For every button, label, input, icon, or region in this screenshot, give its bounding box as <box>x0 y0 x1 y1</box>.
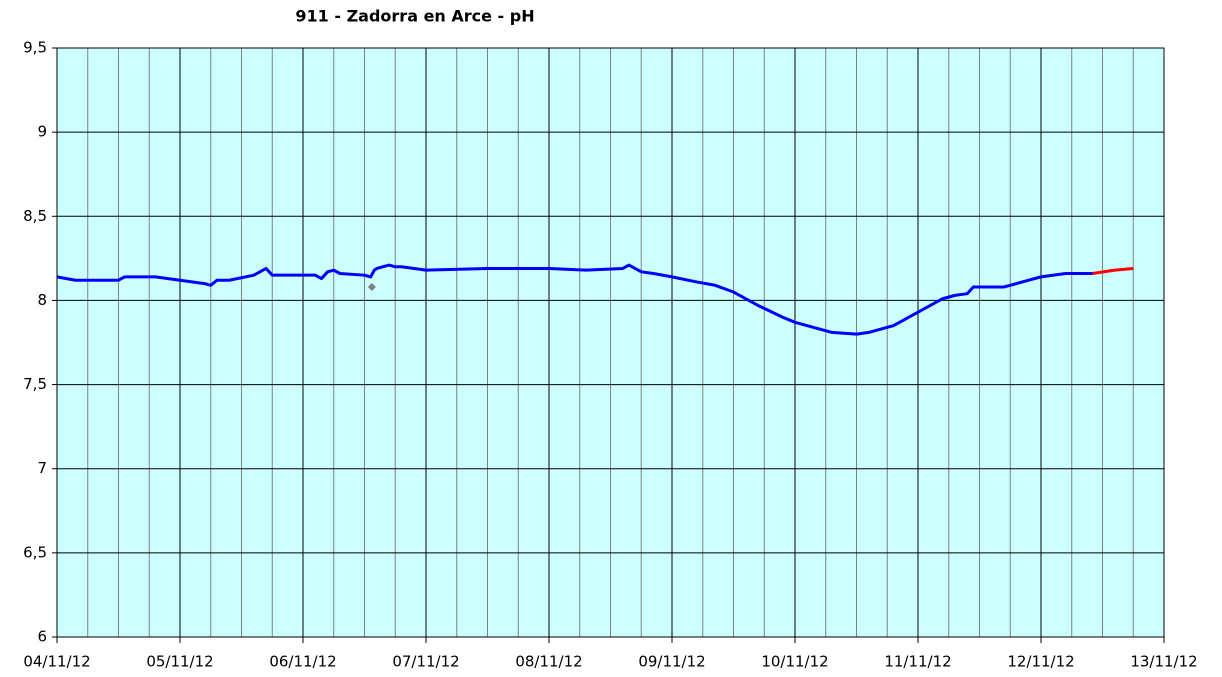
y-tick-label: 9 <box>37 123 47 141</box>
series-line <box>1092 266 1134 275</box>
y-tick-label: 7,5 <box>23 375 47 393</box>
series-line <box>56 263 1093 336</box>
x-tick-label: 13/11/12 <box>1130 653 1197 671</box>
x-tick-label: 05/11/12 <box>146 653 213 671</box>
x-tick-label: 09/11/12 <box>638 653 705 671</box>
x-tick-label: 06/11/12 <box>269 653 336 671</box>
x-tick-label: 11/11/12 <box>884 653 951 671</box>
plot-border <box>56 47 1165 638</box>
y-tick-label: 8,5 <box>23 207 47 225</box>
x-tick-label: 08/11/12 <box>515 653 582 671</box>
y-tick-label: 7 <box>37 459 47 477</box>
x-tick-label: 12/11/12 <box>1007 653 1074 671</box>
y-tick-label: 6,5 <box>23 543 47 561</box>
x-tick-label: 10/11/12 <box>761 653 828 671</box>
y-tick-label: 9,5 <box>23 39 47 57</box>
y-tick-label: 6 <box>37 628 47 646</box>
y-tick-label: 8 <box>37 291 47 309</box>
chart-title: 911 - Zadorra en Arce - pH <box>295 7 534 26</box>
data-point <box>367 282 376 291</box>
x-tick-label: 04/11/12 <box>23 653 90 671</box>
x-tick-label: 07/11/12 <box>392 653 459 671</box>
